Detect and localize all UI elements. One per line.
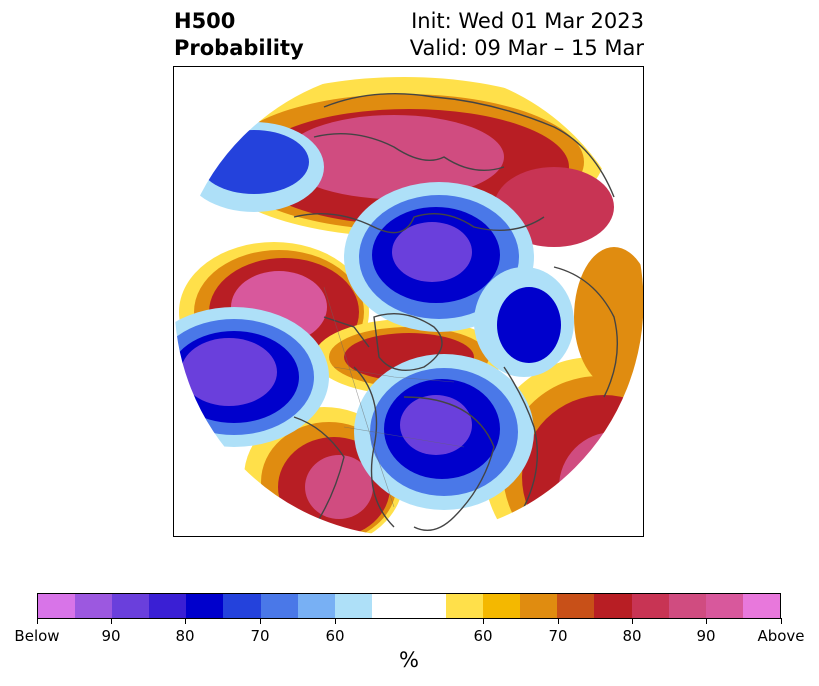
colorbar-segment: [186, 594, 224, 618]
colorbar-tick: [334, 618, 336, 624]
colorbar-segment: [260, 594, 298, 618]
colorbar-segment: [112, 594, 150, 618]
colorbar-segment: [520, 594, 558, 618]
colorbar-tick-label: 70: [548, 627, 568, 645]
colorbar-segment: [483, 594, 521, 618]
colorbar-tick-label: 60: [325, 627, 345, 645]
colorbar-tick-label: 80: [622, 627, 642, 645]
colorbar-tick: [631, 618, 633, 624]
coastlines: [293, 92, 618, 531]
colorbar-tick-label: 70: [250, 627, 270, 645]
colorbar-tick-label: 90: [101, 627, 121, 645]
colorbar: [37, 593, 781, 619]
colorbar-segment: [334, 594, 372, 618]
colorbar-segment: [297, 594, 335, 618]
colorbar-tick: [705, 618, 707, 624]
title-type: Probability: [174, 36, 304, 60]
colorbar-tick: [259, 618, 261, 624]
colorbar-tick: [557, 618, 559, 624]
colorbar-tick-label: 60: [473, 627, 493, 645]
colorbar-segment: [371, 594, 409, 618]
colorbar-segment: [594, 594, 632, 618]
colorbar-tick: [36, 618, 38, 624]
colorbar-segment: [631, 594, 669, 618]
colorbar-segment: [446, 594, 484, 618]
title-variable: H500: [174, 9, 236, 33]
colorbar-segment: [149, 594, 187, 618]
colorbar-tick: [184, 618, 186, 624]
probability-map: [173, 66, 644, 537]
colorbar-segment: [38, 594, 76, 618]
colorbar-segment: [557, 594, 595, 618]
colorbar-segment: [408, 594, 447, 618]
colorbar-segment: [223, 594, 261, 618]
colorbar-unit: %: [399, 648, 419, 672]
colorbar-tick: [482, 618, 484, 624]
colorbar-tick-label: Below: [14, 627, 60, 645]
init-date: Init: Wed 01 Mar 2023: [411, 9, 644, 33]
map-canvas: [174, 67, 643, 536]
colorbar-tick: [780, 618, 782, 624]
colorbar-tick-label: 80: [175, 627, 195, 645]
colorbar-tick-label: 90: [696, 627, 716, 645]
map-title: H500 Probability: [174, 8, 304, 62]
grid-lines: [323, 286, 465, 508]
colorbar-tick-label: Above: [757, 627, 805, 645]
colorbar-segment: [668, 594, 706, 618]
colorbar-segment: [75, 594, 113, 618]
valid-range: Valid: 09 Mar – 15 Mar: [409, 36, 644, 60]
map-dates: Init: Wed 01 Mar 2023 Valid: 09 Mar – 15…: [410, 8, 644, 62]
anomaly-field: [174, 67, 643, 536]
colorbar-tick: [110, 618, 112, 624]
colorbar-segment: [742, 594, 780, 618]
colorbar-segment: [705, 594, 743, 618]
